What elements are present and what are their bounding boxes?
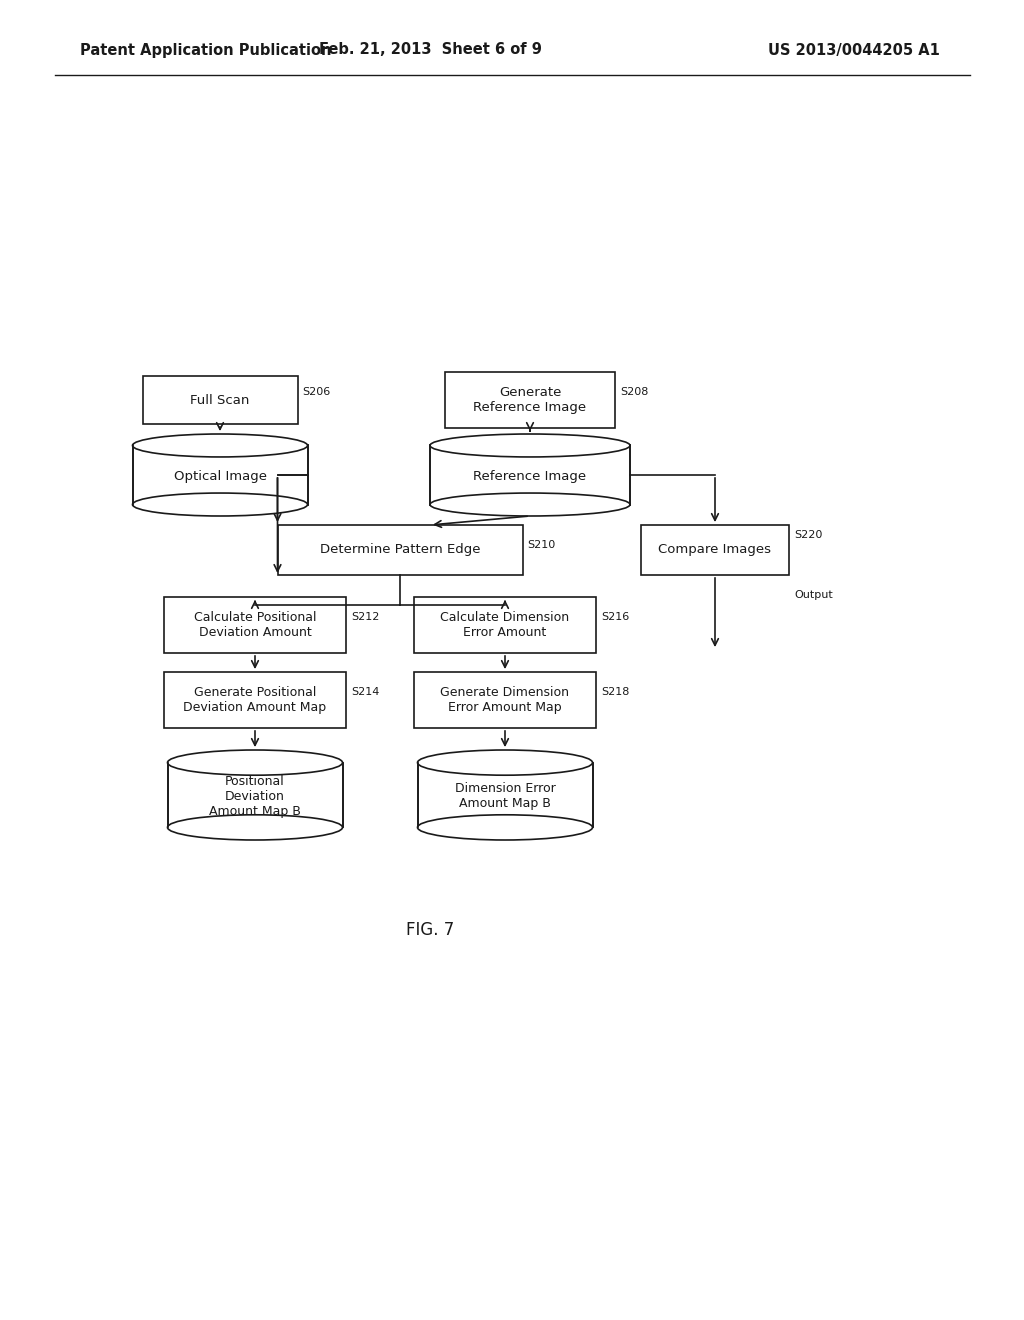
Bar	[142, 376, 298, 424]
Bar	[164, 597, 346, 653]
Bar	[430, 445, 630, 504]
Bar	[132, 445, 307, 504]
Text: Optical Image: Optical Image	[173, 470, 266, 483]
Bar	[641, 525, 790, 576]
Bar	[445, 372, 615, 428]
Text: Generate
Reference Image: Generate Reference Image	[473, 385, 587, 414]
Bar	[164, 672, 346, 729]
Text: S218: S218	[601, 686, 630, 697]
Text: S214: S214	[351, 686, 379, 697]
Ellipse shape	[132, 494, 307, 516]
Text: Calculate Dimension
Error Amount: Calculate Dimension Error Amount	[440, 611, 569, 639]
Text: Determine Pattern Edge: Determine Pattern Edge	[319, 544, 480, 557]
Ellipse shape	[418, 814, 593, 840]
Text: S220: S220	[794, 531, 822, 540]
Bar	[418, 763, 593, 828]
Text: Generate Dimension
Error Amount Map: Generate Dimension Error Amount Map	[440, 686, 569, 714]
Text: Feb. 21, 2013  Sheet 6 of 9: Feb. 21, 2013 Sheet 6 of 9	[318, 42, 542, 58]
Text: S208: S208	[620, 387, 648, 397]
Text: Generate Positional
Deviation Amount Map: Generate Positional Deviation Amount Map	[183, 686, 327, 714]
Text: FIG. 7: FIG. 7	[406, 921, 454, 939]
Text: S210: S210	[527, 540, 556, 550]
Text: Output: Output	[794, 590, 833, 601]
Text: S216: S216	[601, 612, 630, 622]
Text: Reference Image: Reference Image	[473, 470, 587, 483]
Ellipse shape	[168, 814, 342, 840]
Text: S206: S206	[302, 387, 331, 397]
Bar	[418, 763, 593, 828]
Text: Full Scan: Full Scan	[190, 393, 250, 407]
Text: Patent Application Publication: Patent Application Publication	[80, 42, 332, 58]
Ellipse shape	[132, 434, 307, 457]
Bar	[430, 445, 630, 504]
Bar	[132, 445, 307, 504]
Bar	[168, 763, 342, 828]
Text: Calculate Positional
Deviation Amount: Calculate Positional Deviation Amount	[194, 611, 316, 639]
Bar	[168, 763, 342, 828]
Ellipse shape	[430, 494, 630, 516]
Text: Positional
Deviation
Amount Map B: Positional Deviation Amount Map B	[209, 775, 301, 818]
Ellipse shape	[418, 750, 593, 775]
Text: Compare Images: Compare Images	[658, 544, 771, 557]
Text: Dimension Error
Amount Map B: Dimension Error Amount Map B	[455, 783, 555, 810]
Bar	[278, 525, 522, 576]
Bar	[414, 672, 596, 729]
Text: US 2013/0044205 A1: US 2013/0044205 A1	[768, 42, 940, 58]
Text: S212: S212	[351, 612, 379, 622]
Bar	[414, 597, 596, 653]
Ellipse shape	[168, 750, 342, 775]
Ellipse shape	[430, 434, 630, 457]
